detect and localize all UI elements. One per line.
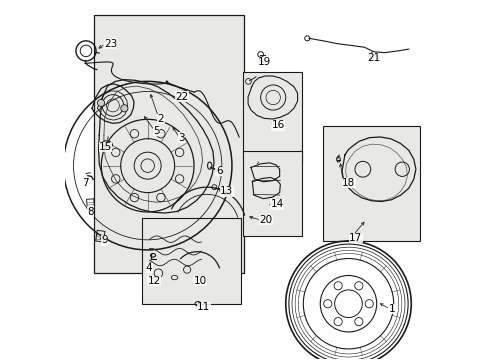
Bar (323, 126, 419, 241)
Text: 10: 10 (193, 276, 206, 286)
Text: 23: 23 (104, 39, 117, 49)
Text: 18: 18 (341, 178, 355, 188)
Text: 22: 22 (175, 92, 188, 102)
Text: 9: 9 (101, 235, 107, 245)
Text: 6: 6 (215, 166, 222, 176)
Text: 11: 11 (197, 302, 210, 312)
FancyArrowPatch shape (257, 162, 258, 164)
Text: 13: 13 (220, 186, 233, 197)
Text: 3: 3 (178, 133, 184, 143)
Bar (142, 218, 241, 304)
Text: 5: 5 (153, 126, 160, 135)
Text: 2: 2 (158, 114, 164, 124)
Bar (243, 72, 301, 162)
Circle shape (121, 105, 128, 112)
Circle shape (97, 99, 104, 107)
Text: 15: 15 (99, 142, 112, 152)
Bar (243, 151, 301, 235)
Text: 12: 12 (147, 276, 161, 286)
Bar (96, 230, 105, 242)
Text: 1: 1 (388, 304, 394, 314)
Bar (94, 15, 244, 273)
Text: 16: 16 (271, 121, 285, 130)
Text: 8: 8 (87, 207, 94, 217)
Text: 21: 21 (366, 53, 380, 63)
Text: 7: 7 (82, 178, 89, 188)
Text: 19: 19 (257, 57, 270, 67)
Text: 4: 4 (145, 263, 152, 273)
Text: 17: 17 (348, 233, 362, 243)
Bar (86, 199, 94, 210)
Text: 14: 14 (270, 199, 283, 210)
Text: 20: 20 (259, 215, 272, 225)
